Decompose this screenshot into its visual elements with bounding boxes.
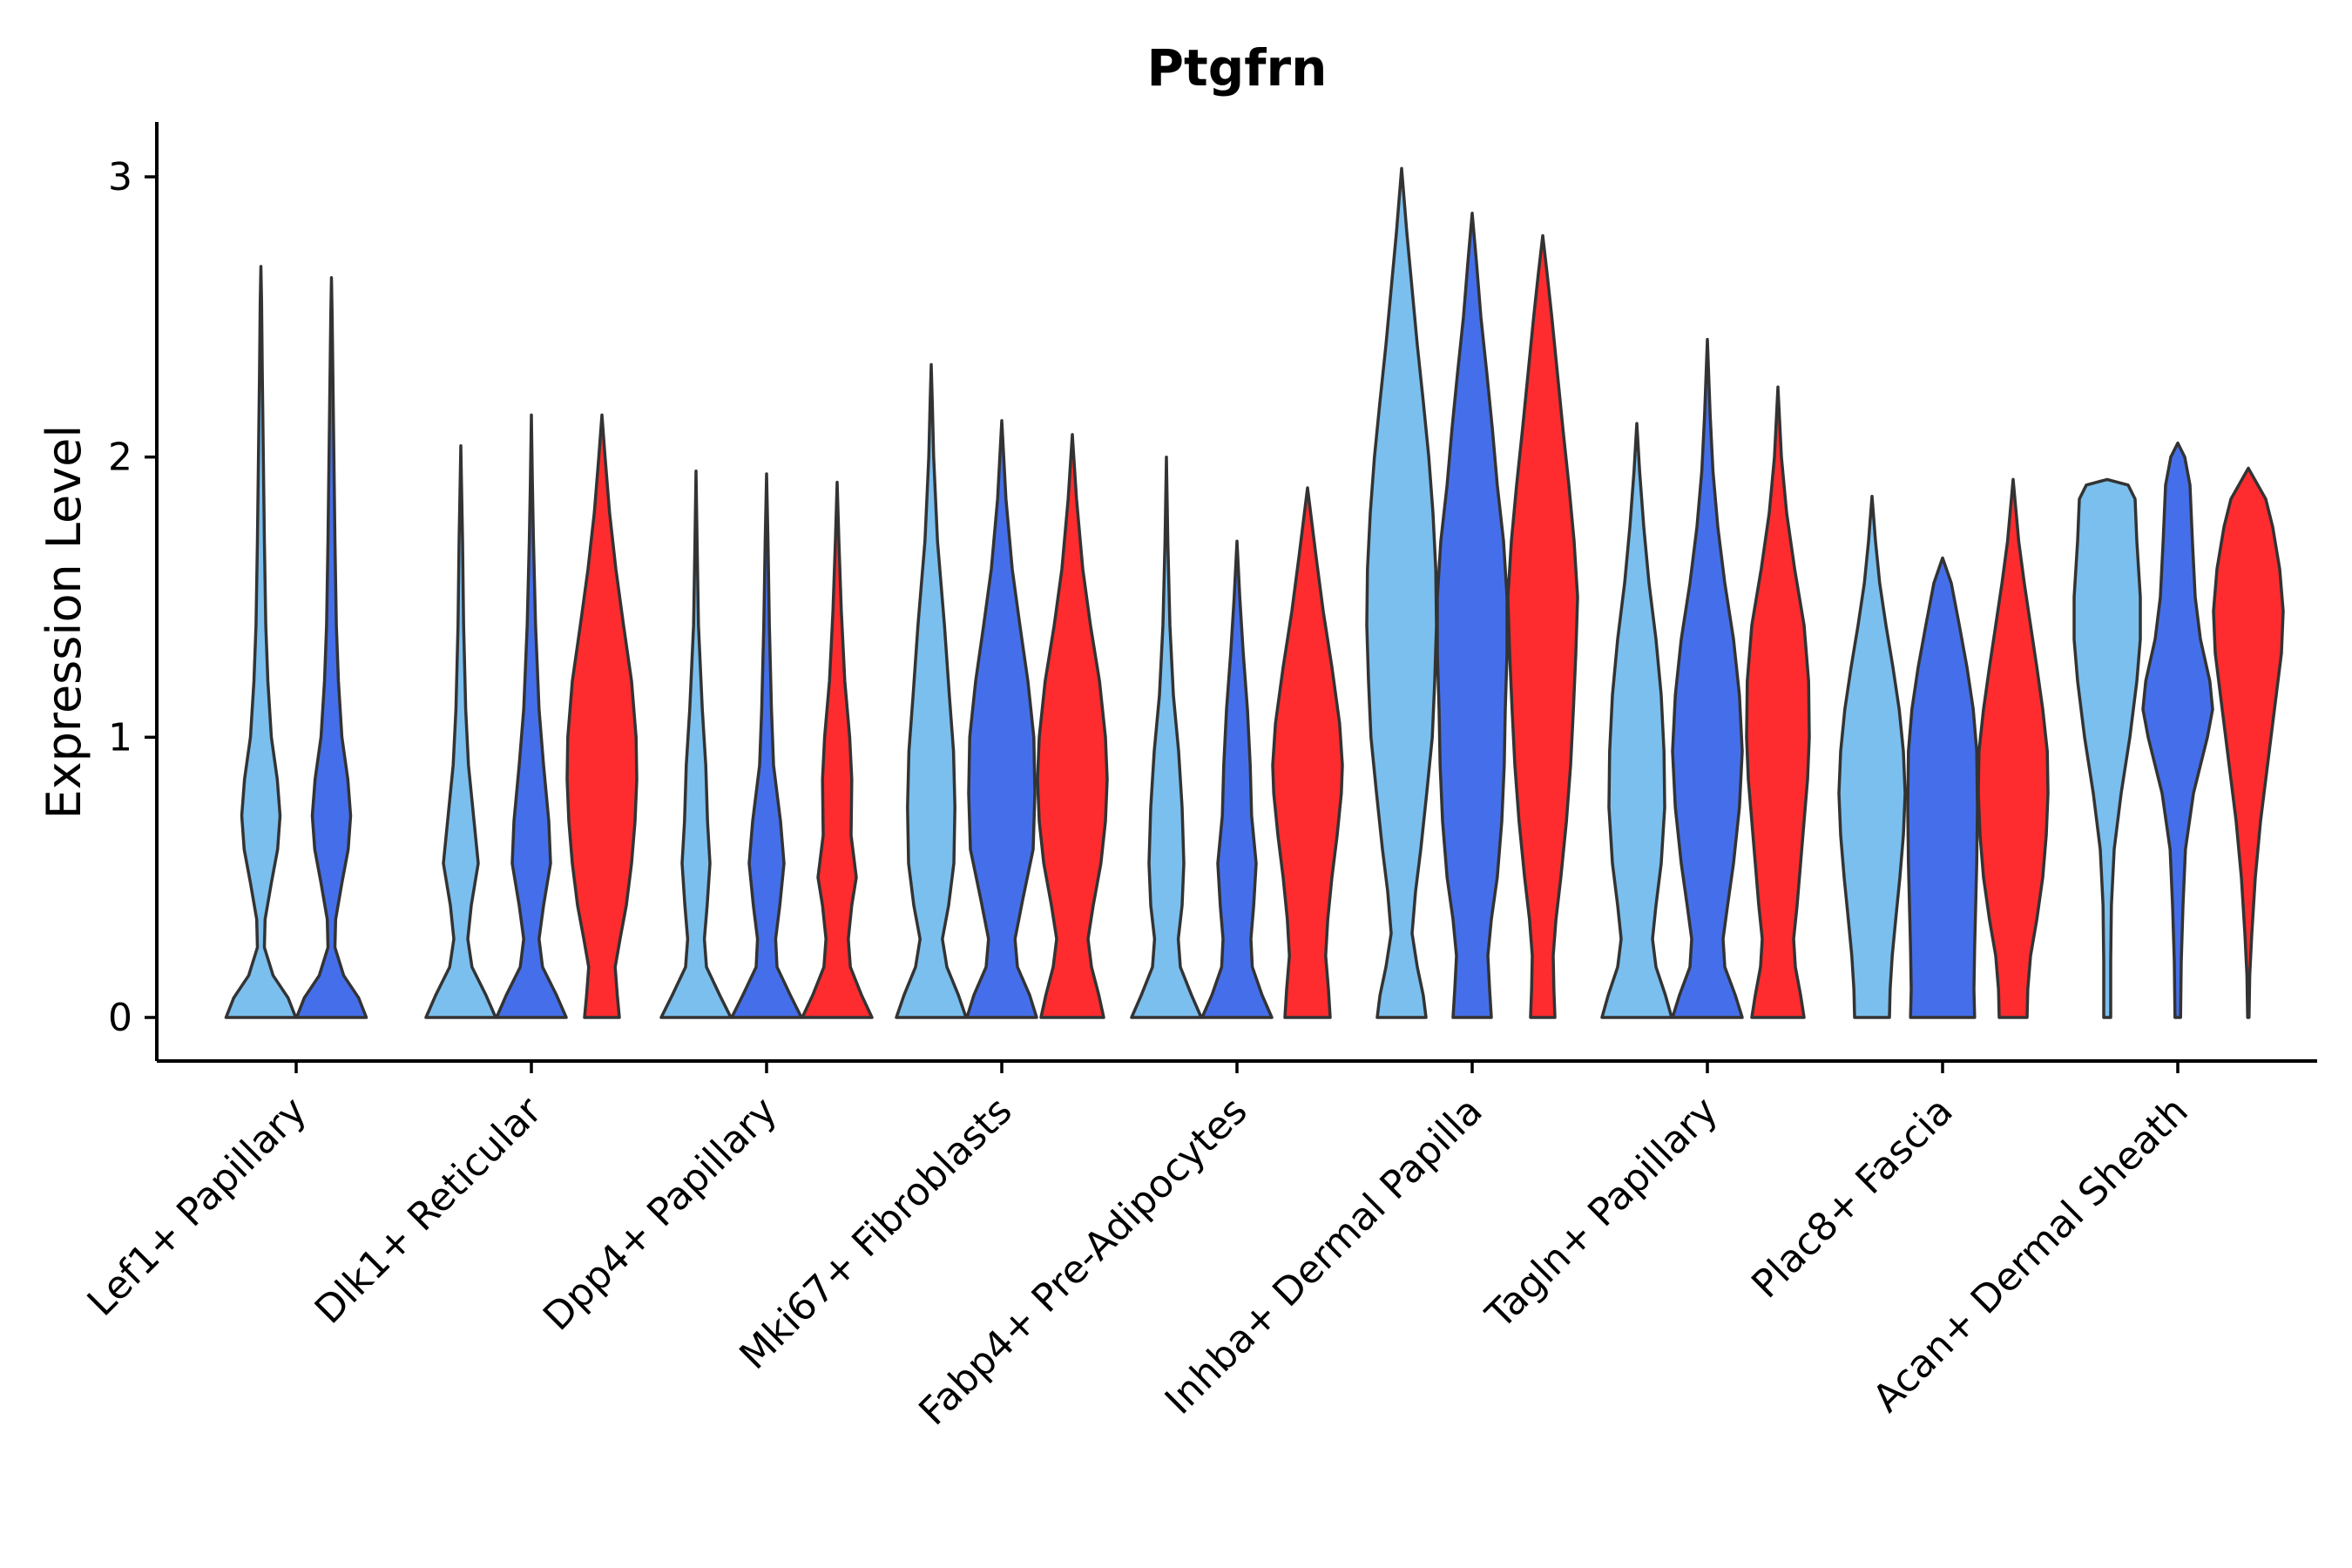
violin-7-blue <box>1671 337 1744 1019</box>
chart-title: Ptgfrn <box>1147 38 1328 98</box>
y-tick-label: 0 <box>108 996 132 1040</box>
violin-9-red <box>2212 466 2285 1019</box>
violin-5-red <box>1271 486 1344 1019</box>
violin-9-blue <box>2141 441 2214 1019</box>
violin-7-light-blue <box>1600 422 1673 1019</box>
violin-6-blue <box>1436 212 1509 1019</box>
x-tick-label: Plac8+ Fascia <box>1743 1089 1962 1308</box>
violin-9-light-blue <box>2072 477 2142 1019</box>
violin-3-light-blue <box>659 470 733 1019</box>
violin-1-light-blue <box>224 265 298 1019</box>
violin-7-red <box>1745 385 1811 1019</box>
violin-3-red <box>801 480 874 1019</box>
violin-2-light-blue <box>424 444 497 1019</box>
violin-1-blue <box>294 276 368 1019</box>
violin-4-red <box>1036 433 1109 1019</box>
y-tick-label: 2 <box>108 436 132 480</box>
x-tick-label: Tagln+ Papillary <box>1477 1089 1727 1338</box>
x-tick-label: Lef1+ Papillary <box>79 1089 315 1325</box>
violin-5-light-blue <box>1130 455 1203 1019</box>
violin-6-red <box>1506 233 1579 1019</box>
violin-4-blue <box>965 419 1038 1019</box>
x-tick-label: Dpp4+ Papillary <box>535 1089 786 1340</box>
violin-5-blue <box>1200 539 1274 1019</box>
y-axis-label: Expression Level <box>37 425 91 820</box>
y-tick-label: 3 <box>108 155 132 199</box>
x-tick-label: Dlk1+ Reticular <box>307 1088 551 1333</box>
y-tick-label: 1 <box>108 715 132 760</box>
violin-8-blue <box>1906 556 1979 1019</box>
violin-2-blue <box>495 413 568 1019</box>
violin-4-light-blue <box>895 362 968 1019</box>
violin-3-blue <box>730 472 803 1019</box>
violin-2-red <box>565 413 639 1019</box>
violin-8-red <box>1977 477 2050 1019</box>
violin-layer <box>224 166 2285 1019</box>
violin-8-light-blue <box>1837 494 1907 1019</box>
violin-6-light-blue <box>1365 166 1438 1019</box>
